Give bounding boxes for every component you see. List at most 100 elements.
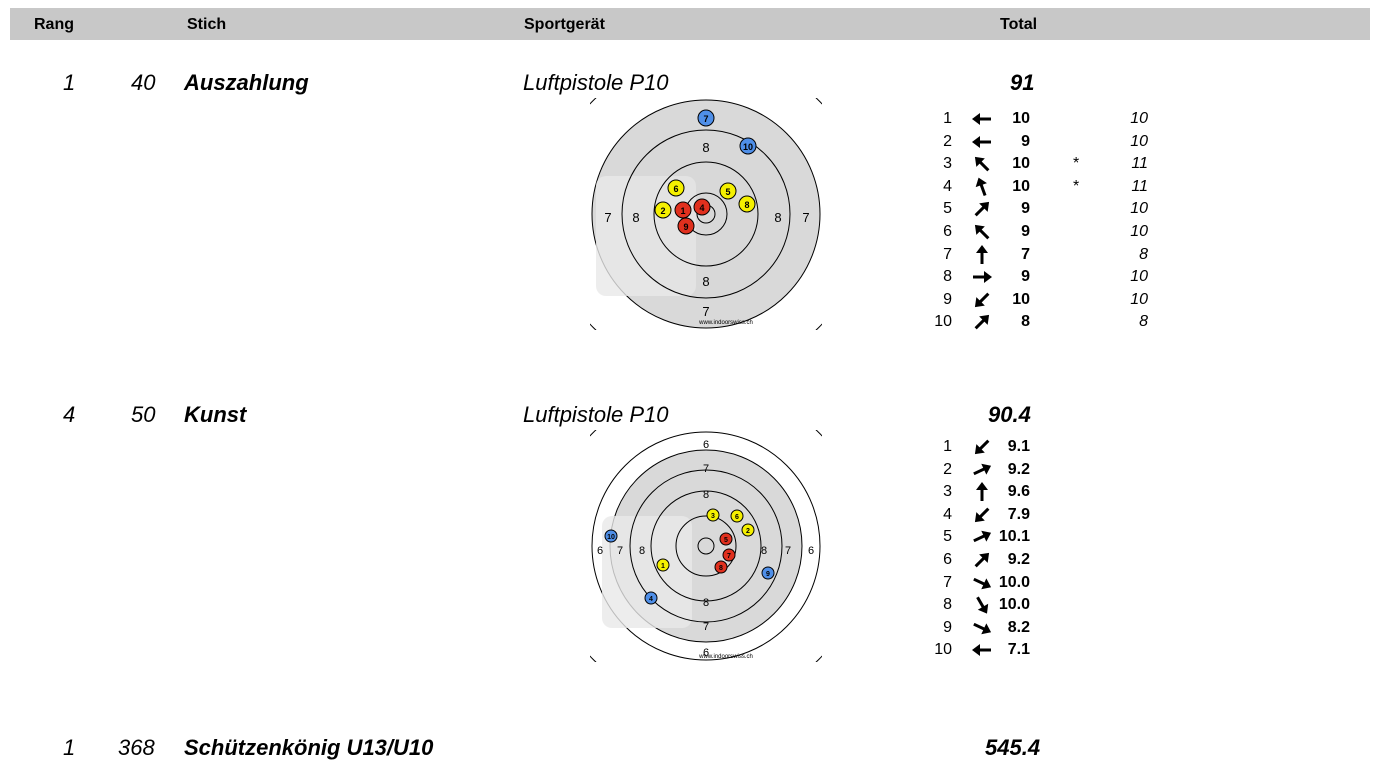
stich-name: Kunst — [184, 402, 247, 427]
direction-arrow-icon — [968, 176, 1000, 198]
svg-text:10: 10 — [743, 142, 753, 152]
shot-score: 8.2 — [1007, 618, 1030, 636]
ring-label: 6 — [703, 647, 709, 659]
shot-number: 5 — [943, 528, 952, 546]
direction-arrow-icon — [968, 617, 1000, 639]
hit-marker: 9 — [677, 217, 695, 235]
ring-label: 7 — [703, 463, 709, 475]
shot-score: 10.1 — [998, 528, 1030, 546]
shot-score: 7.1 — [1007, 641, 1030, 659]
shot-star: * — [1073, 155, 1080, 173]
hit-marker: 2 — [654, 201, 672, 219]
shot-number: 10 — [934, 641, 952, 659]
shot-score: 10 — [1012, 290, 1030, 308]
shot-value: 11 — [1131, 155, 1148, 173]
hit-marker: 1 — [656, 558, 670, 572]
svg-text:9: 9 — [766, 571, 770, 578]
hit-marker: 10 — [739, 137, 757, 155]
svg-text:8: 8 — [744, 200, 749, 210]
header-stich: Stich — [187, 16, 227, 33]
ring-label: 8 — [702, 140, 709, 155]
svg-text:5: 5 — [725, 187, 730, 197]
svg-text:1: 1 — [661, 563, 665, 570]
header-rang: Rang — [34, 16, 74, 33]
shot-number: 2 — [943, 460, 952, 478]
header-sportgeraet: Sportgerät — [524, 16, 605, 33]
shot-number: 1 — [943, 438, 952, 455]
direction-arrow-icon — [968, 459, 1000, 481]
shot-score: 9.1 — [1007, 438, 1030, 455]
svg-text:2: 2 — [660, 206, 665, 216]
table-header: Rang Stich Sportgerät Total — [10, 8, 1370, 40]
shot-score: 10 — [1012, 177, 1030, 195]
stich-name: Schützenkönig U13/U10 — [184, 735, 434, 760]
svg-text:4: 4 — [649, 596, 653, 603]
svg-text:2: 2 — [746, 528, 750, 535]
direction-arrow-icon — [968, 153, 1000, 175]
hit-marker: 1 — [674, 201, 692, 219]
ring-label: 6 — [597, 545, 603, 557]
shot-star: * — [1073, 177, 1080, 195]
ring-label: 8 — [761, 545, 767, 557]
direction-arrow-icon — [968, 266, 1000, 288]
shot-value: 11 — [1131, 177, 1148, 195]
total-value: 545.4 — [985, 735, 1041, 760]
hit-marker: 7 — [697, 109, 715, 127]
direction-arrow-icon — [968, 504, 1000, 526]
shot-number: 8 — [943, 268, 952, 286]
ring-label: 7 — [785, 545, 791, 557]
svg-text:6: 6 — [673, 184, 678, 194]
total-value: 91 — [1010, 70, 1035, 95]
hit-marker: 4 — [693, 198, 711, 216]
rang-value: 1 — [63, 70, 76, 95]
shot-score: 9 — [1021, 132, 1030, 150]
shot-score: 9 — [1021, 268, 1030, 286]
direction-arrow-icon — [968, 198, 1000, 220]
ring-label: 8 — [703, 597, 709, 609]
ring-label: 7 — [617, 545, 623, 557]
rang-value: 4 — [63, 402, 76, 427]
header-total: Total — [1000, 16, 1038, 33]
direction-arrow-icon — [968, 594, 1000, 616]
svg-text:4: 4 — [699, 203, 704, 213]
shot-number: 4 — [943, 505, 952, 523]
svg-text:7: 7 — [727, 553, 731, 560]
hit-marker: 2 — [741, 523, 755, 537]
shot-number: 3 — [943, 483, 952, 501]
shot-value: 10 — [1130, 132, 1148, 150]
shot-score: 7 — [1021, 245, 1030, 263]
ring-label: 8 — [703, 489, 709, 501]
shot-value: 10 — [1130, 290, 1148, 308]
stich-number: 368 — [118, 735, 155, 760]
shot-score: 9.6 — [1007, 483, 1030, 501]
ring-label: 7 — [702, 304, 709, 319]
svg-text:1: 1 — [680, 206, 685, 216]
shot-score: 9 — [1021, 223, 1030, 240]
direction-arrow-icon — [968, 221, 1000, 243]
shot-number: 7 — [943, 573, 952, 591]
watermark-text: www.indoorswiss.ch — [698, 654, 753, 660]
shooting-target-2: 6 7 8 6 7 8 8 7 6 8 7 6 www.indoorswiss.… — [590, 430, 822, 662]
stich-name: Auszahlung — [184, 70, 309, 95]
svg-text:7: 7 — [703, 114, 708, 124]
direction-arrow-icon — [968, 244, 1000, 266]
shot-number: 10 — [934, 313, 952, 331]
ring-label: 8 — [774, 210, 781, 225]
svg-text:6: 6 — [735, 514, 739, 521]
hit-marker: 6 — [667, 179, 685, 197]
shot-number: 9 — [943, 618, 952, 636]
ring-label: 7 — [604, 210, 611, 225]
ring-label: 8 — [639, 545, 645, 557]
shot-score: 10 — [1012, 155, 1030, 173]
shot-value: 8 — [1139, 245, 1148, 263]
direction-arrow-icon — [968, 436, 1000, 458]
hit-marker: 3 — [706, 508, 720, 522]
svg-text:3: 3 — [711, 513, 715, 520]
shot-number: 6 — [943, 551, 952, 568]
svg-text:9: 9 — [683, 222, 688, 232]
hit-marker: 8 — [714, 560, 728, 574]
shot-score: 9.2 — [1007, 460, 1030, 478]
shot-score: 10 — [1012, 110, 1030, 127]
ring-label: 7 — [802, 210, 809, 225]
direction-arrow-icon — [968, 526, 1000, 548]
